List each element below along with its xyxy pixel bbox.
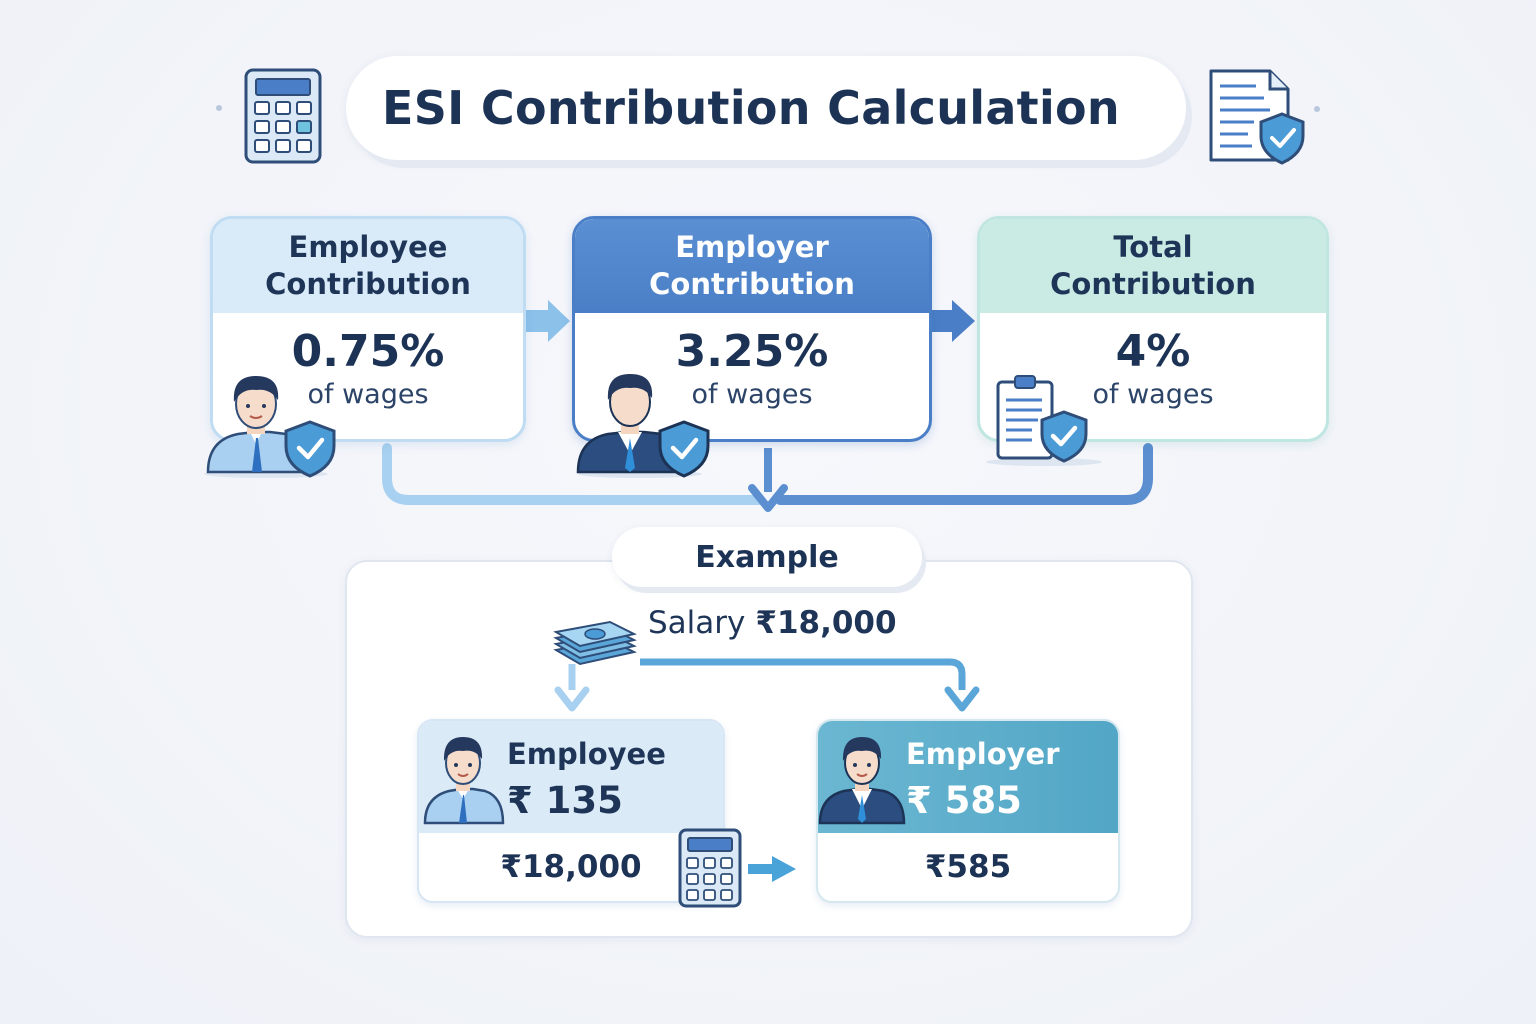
decor-dot (216, 105, 222, 111)
card-body: 4% of wages (980, 327, 1326, 413)
employee-avatar-icon (423, 737, 505, 825)
rate-unit: of wages (691, 379, 813, 410)
arrow-down-icon (944, 686, 980, 712)
employer-rate: 3.25% (675, 326, 829, 377)
salary-line: Salary ₹18,000 (648, 600, 897, 646)
connector-bar (926, 310, 956, 332)
decor-dot (1314, 106, 1320, 112)
calculator-icon (678, 828, 742, 908)
salary-value: ₹18,000 (755, 605, 897, 641)
card-heading: Employee Contribution (213, 219, 523, 313)
total-rate: 4% (1115, 326, 1191, 377)
calculator-arrow-group (678, 828, 796, 908)
card-heading-line: Contribution (265, 267, 471, 301)
employee-example-label: Employee (507, 737, 666, 771)
clipboard-icon (986, 375, 1102, 466)
employer-example-result: ₹585 (924, 849, 1012, 885)
card-heading-line: Contribution (1050, 267, 1256, 301)
money-stack-icon (553, 620, 637, 666)
shield-check-icon (1040, 410, 1088, 463)
document-shield-icon (1209, 69, 1305, 165)
card-heading: Total Contribution (980, 219, 1326, 313)
rate-unit: of wages (1092, 379, 1214, 410)
employee-example-base: ₹18,000 (500, 849, 642, 885)
card-heading-line: Employee (288, 230, 448, 264)
shield-check-icon (658, 420, 710, 478)
employee-example-amount: ₹ 135 (507, 779, 623, 822)
card-body: 0.75% of wages (213, 327, 523, 413)
employee-contribution-card: Employee Contribution 0.75% of wages (210, 216, 526, 442)
employer-example-card: Employer ₹ 585 ₹585 (816, 719, 1120, 903)
employer-avatar-icon (576, 374, 710, 478)
arrow-down-icon (748, 484, 788, 512)
card-heading-line: Contribution (649, 267, 855, 301)
example-label: Example (612, 527, 922, 587)
connector-line (640, 658, 966, 690)
employee-rate: 0.75% (291, 326, 445, 377)
merge-line (382, 443, 765, 505)
arrow-down-icon (554, 686, 590, 712)
rate-unit: of wages (307, 379, 429, 410)
employee-avatar-icon (204, 376, 336, 478)
merge-line (775, 443, 1153, 505)
page-title: ESI Contribution Calculation (382, 81, 1120, 135)
calculator-icon (244, 68, 322, 164)
employee-example-header: Employee ₹ 135 (419, 721, 723, 833)
employee-example-card: Employee ₹ 135 ₹18,000 (417, 719, 725, 903)
employer-example-header: Employer ₹ 585 (818, 721, 1118, 833)
card-heading-line: Total (1113, 230, 1193, 264)
employer-example-amount: ₹ 585 (906, 779, 1022, 822)
employer-avatar-icon (818, 737, 906, 825)
arrow-right-icon (952, 300, 975, 342)
card-body: 3.25% of wages (575, 327, 929, 413)
arrow-right-icon (548, 300, 570, 342)
card-heading: Employer Contribution (575, 219, 929, 313)
shield-check-icon (284, 420, 336, 478)
salary-label: Salary (648, 605, 746, 641)
card-heading-line: Employer (675, 230, 829, 264)
connector-bar (748, 864, 774, 874)
connector-bar (520, 310, 552, 332)
employer-example-label: Employer (906, 737, 1060, 771)
arrow-right-icon (772, 856, 796, 882)
title-banner: ESI Contribution Calculation (346, 56, 1186, 160)
